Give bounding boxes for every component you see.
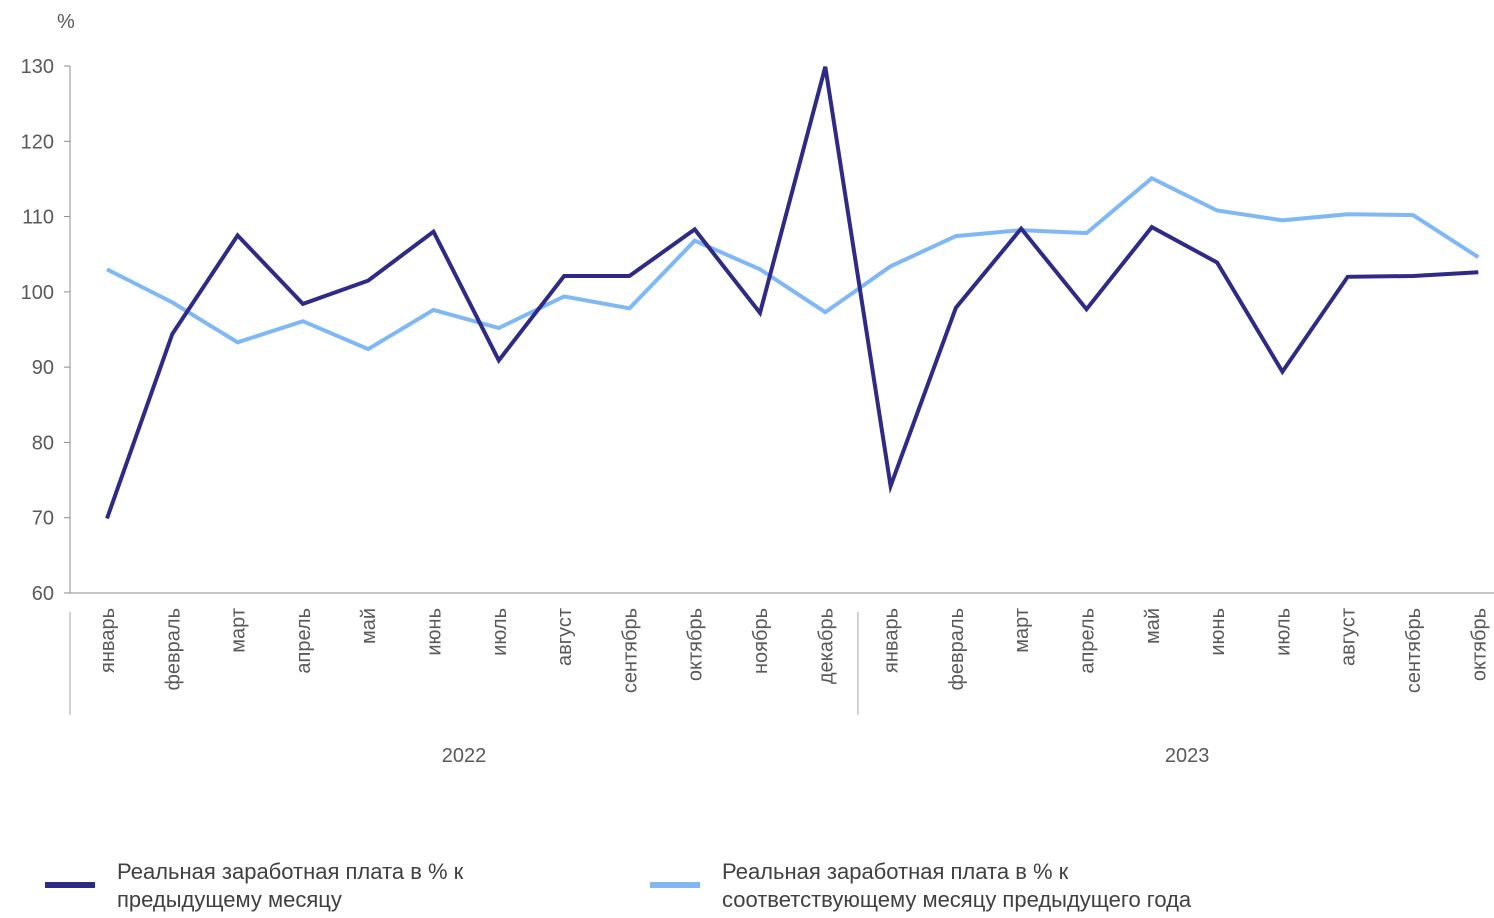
x-tick-label: март [1011, 608, 1033, 653]
x-tick-label: август [1338, 608, 1360, 666]
series-line-yoy [106, 175, 1480, 352]
x-tick-label: июнь [424, 608, 446, 656]
series-line-mom [105, 66, 1479, 520]
x-tick-label: январь [881, 608, 903, 673]
y-tick-label: 70 [32, 508, 54, 530]
y-tick-label: 120 [21, 131, 54, 153]
x-tick-label: август [554, 608, 576, 666]
x-tick-label: июнь [1207, 608, 1229, 656]
x-tick-label: май [1142, 608, 1164, 644]
x-tick-label: сентябрь [619, 608, 641, 693]
x-tick-label: июль [489, 608, 511, 656]
y-tick-label: 110 [22, 207, 54, 229]
y-tick-label: 90 [32, 357, 54, 379]
x-tick-label: март [228, 608, 250, 653]
year-label: 2022 [442, 745, 487, 767]
y-tick-label: 100 [21, 282, 54, 304]
x-tick-label: май [358, 608, 380, 644]
x-axis: январь февраль март апрель май июнь июль август… [69, 592, 1494, 767]
x-tick-label: июль [1272, 608, 1294, 656]
x-tick-label: январь [97, 608, 119, 673]
x-tick-label: ноябрь [750, 608, 772, 674]
y-axis: 60 70 80 90 100 110 120 130% [21, 11, 75, 605]
y-tick-label: 60 [32, 583, 54, 605]
y-unit-label: % [57, 11, 75, 33]
x-tick-label: сентябрь [1403, 608, 1425, 693]
x-tick-label: апрель [293, 608, 315, 674]
legend-label-mom: Реальная заработная плата в % к предыдуще… [117, 859, 464, 912]
legend-swatch-yoy [650, 882, 700, 888]
x-tick-label: февраль [162, 608, 184, 691]
series-lines [105, 66, 1480, 520]
y-tick-label: 130 [21, 56, 54, 78]
year-label: 2023 [1165, 745, 1210, 767]
y-tick-label: 80 [32, 432, 54, 454]
x-tick-label: октябрь [1468, 608, 1490, 681]
x-tick-label: октябрь [685, 608, 707, 681]
legend-swatch-mom [45, 882, 95, 888]
x-tick-label: апрель [1077, 608, 1099, 674]
x-tick-label: декабрь [815, 608, 837, 684]
legend-label-yoy: Реальная заработная плата в % к соответст… [722, 859, 1192, 912]
x-tick-label: февраль [946, 608, 968, 691]
